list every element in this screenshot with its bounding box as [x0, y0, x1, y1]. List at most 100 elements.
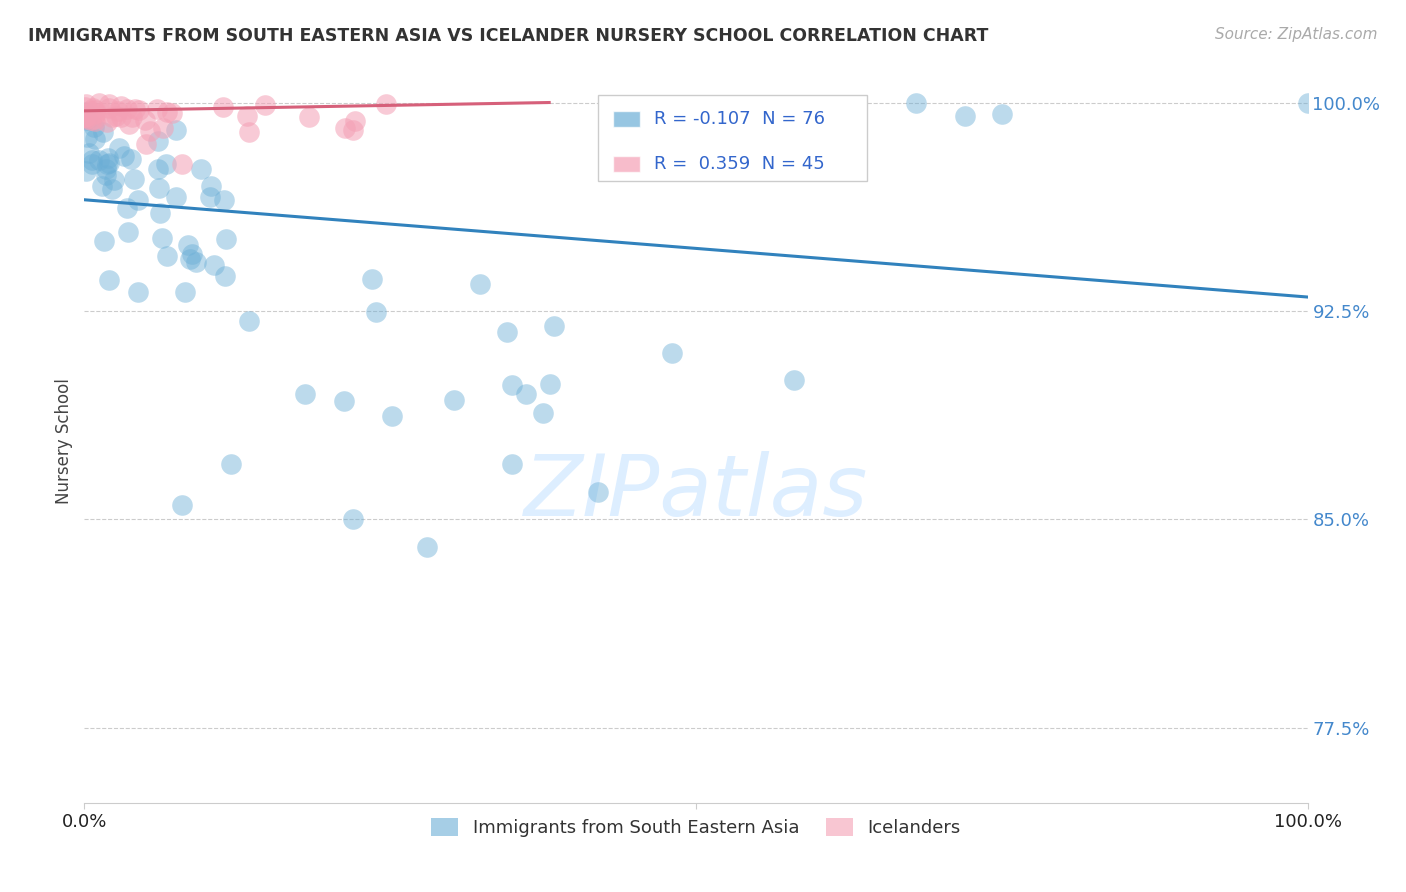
Point [96, 157, 118, 171]
Text: IMMIGRANTS FROM SOUTH EASTERN ASIA VS ICELANDER NURSERY SCHOOL CORRELATION CHART: IMMIGRANTS FROM SOUTH EASTERN ASIA VS IC… [28, 27, 988, 45]
Point [238, 124, 260, 138]
Point [76, 112, 98, 127]
Y-axis label: Nursery School: Nursery School [55, 378, 73, 505]
Point [177, 238, 200, 252]
Point [75, 97, 97, 112]
Point [149, 205, 172, 219]
Point [110, 110, 132, 124]
Point [104, 109, 127, 123]
Point [212, 100, 235, 114]
Point [531, 406, 554, 420]
Point [342, 123, 364, 137]
Point [91, 179, 114, 194]
Point [97, 156, 120, 170]
Point [991, 106, 1014, 120]
Point [219, 457, 242, 471]
Point [94, 168, 117, 182]
Point [98, 273, 121, 287]
Point [115, 102, 138, 116]
Point [294, 387, 316, 401]
Point [96, 115, 118, 129]
Point [80, 153, 103, 167]
Point [75, 105, 97, 120]
Point [198, 190, 221, 204]
Text: R =  0.359  N = 45: R = 0.359 N = 45 [654, 155, 825, 173]
FancyBboxPatch shape [613, 112, 640, 127]
Point [97, 151, 120, 165]
Point [101, 110, 124, 124]
Point [298, 110, 321, 124]
Point [124, 102, 146, 116]
Point [333, 121, 356, 136]
Point [181, 247, 204, 261]
Point [905, 95, 928, 110]
Point [495, 325, 517, 339]
FancyBboxPatch shape [613, 156, 640, 172]
Point [416, 540, 439, 554]
Point [212, 193, 235, 207]
Point [162, 105, 184, 120]
Point [156, 250, 179, 264]
Point [1296, 95, 1319, 110]
Point [75, 112, 97, 126]
Point [84, 113, 107, 128]
Point [146, 134, 169, 148]
Point [364, 305, 387, 319]
Point [172, 499, 194, 513]
Point [82, 156, 104, 170]
Point [93, 234, 115, 248]
Point [374, 96, 396, 111]
Point [134, 113, 156, 128]
Point [172, 156, 194, 170]
Point [215, 232, 238, 246]
Point [128, 103, 150, 118]
Point [148, 180, 170, 194]
Point [543, 319, 565, 334]
Point [165, 123, 187, 137]
Point [127, 285, 149, 299]
Point [80, 113, 103, 128]
Point [342, 512, 364, 526]
Point [953, 109, 976, 123]
Point [87, 153, 110, 168]
Point [118, 117, 141, 131]
Point [73, 100, 96, 114]
Point [200, 179, 222, 194]
Point [110, 99, 132, 113]
Point [97, 97, 120, 112]
Text: ZIPatlas: ZIPatlas [524, 450, 868, 533]
Point [254, 98, 277, 112]
Point [155, 157, 177, 171]
Point [82, 102, 104, 116]
Point [121, 110, 143, 124]
Point [115, 201, 138, 215]
Point [661, 345, 683, 359]
Point [190, 161, 212, 176]
Point [238, 314, 260, 328]
Point [361, 272, 384, 286]
Point [127, 193, 149, 207]
Point [75, 164, 97, 178]
Point [122, 172, 145, 186]
Point [146, 161, 169, 176]
Point [135, 137, 157, 152]
Point [83, 120, 105, 134]
Point [333, 393, 356, 408]
Point [343, 113, 366, 128]
Point [538, 376, 561, 391]
Point [186, 255, 208, 269]
Point [107, 103, 129, 118]
Point [112, 149, 135, 163]
Point [501, 377, 523, 392]
Point [75, 110, 97, 124]
Point [152, 120, 174, 135]
Point [108, 141, 131, 155]
Point [236, 109, 259, 123]
Point [83, 112, 105, 127]
Point [179, 252, 201, 267]
Point [165, 190, 187, 204]
Point [138, 124, 160, 138]
Point [443, 392, 465, 407]
Point [202, 258, 225, 272]
Point [146, 102, 169, 116]
